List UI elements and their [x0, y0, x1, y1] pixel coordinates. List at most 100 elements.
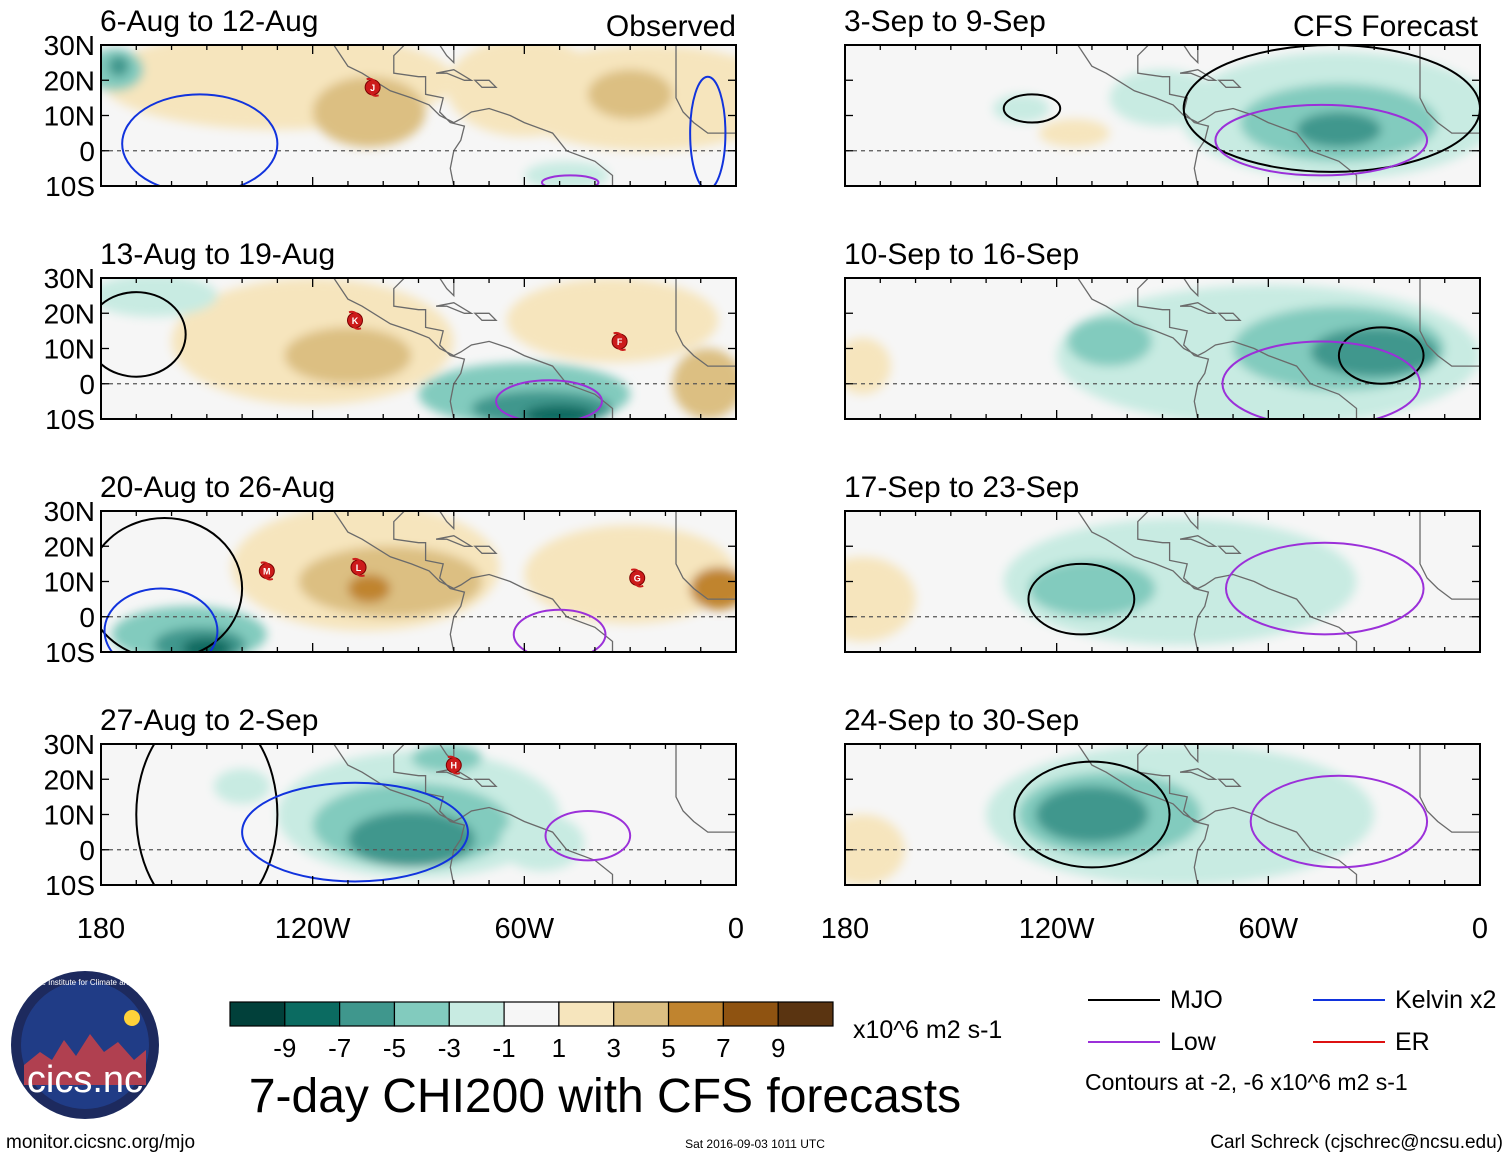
colorbar-label: -9 [273, 1033, 296, 1063]
map-panel: 27-Aug to 2-Sep H 30N 20N 10N 0 10S [44, 704, 737, 901]
author-credit: Carl Schreck (cjschrec@ncsu.edu) [1210, 1132, 1503, 1153]
coastline [473, 778, 498, 787]
panel-title: 3-Sep to 9-Sep [844, 5, 1046, 38]
legend-label: Kelvin x2 [1395, 986, 1496, 1014]
anomaly-field [1109, 69, 1216, 127]
coastline [675, 45, 736, 134]
lon-tick-label: 60W [1239, 913, 1299, 945]
contour-line [1027, 562, 1136, 636]
map-panel: 17-Sep to 23-Sep [844, 471, 1481, 653]
anomaly-field [1067, 316, 1152, 367]
storm-id: M [263, 566, 271, 576]
anomaly-field [690, 567, 736, 610]
coastline [1076, 511, 1358, 652]
lat-tick-label: 30N [44, 30, 95, 61]
lat-tick-label: 10S [45, 171, 95, 202]
contour-line [103, 587, 219, 652]
coastline [473, 545, 498, 554]
panel-title: 10-Sep to 16-Sep [844, 238, 1079, 271]
lat-tick-label: 10N [44, 334, 95, 365]
lat-tick-label: 0 [79, 835, 95, 866]
lat-tick-label: 10S [45, 870, 95, 901]
colorbar-swatch [777, 1001, 834, 1027]
site-url[interactable]: monitor.cicsnc.org/mjo [6, 1132, 195, 1153]
colorbar-label: -7 [328, 1033, 351, 1063]
contour-line [689, 75, 727, 186]
lon-tick-label: 60W [495, 913, 555, 945]
lon-tick-label: 120W [1019, 913, 1095, 945]
lat-tick-label: 20N [44, 298, 95, 329]
colorbar-label: 3 [606, 1033, 620, 1063]
contour-line [1337, 326, 1425, 385]
colorbar-label: 1 [552, 1033, 566, 1063]
contour-line [540, 174, 600, 186]
colorbar-swatch [503, 1001, 560, 1027]
coastline [1419, 45, 1480, 134]
colorbar-swatch [448, 1001, 505, 1027]
lat-tick-label: 0 [79, 602, 95, 633]
lat-tick-label: 0 [79, 369, 95, 400]
coastline [1076, 744, 1358, 885]
anomaly-field [284, 327, 412, 384]
anomaly-field [499, 814, 585, 871]
contour-line [1182, 45, 1480, 173]
panel-title: 13-Aug to 19-Aug [100, 238, 335, 271]
lon-tick-label: 120W [275, 913, 351, 945]
observed-label: Observed [606, 10, 736, 43]
lat-tick-label: 10N [44, 567, 95, 598]
coastline [332, 278, 614, 419]
contour-line [1221, 340, 1421, 419]
anomaly-field [1296, 111, 1382, 148]
lat-tick-label: 10N [44, 101, 95, 132]
lon-tick-label: 0 [1472, 913, 1488, 945]
anomaly-field [845, 337, 891, 395]
coastline [675, 278, 736, 367]
map-panel: 24-Sep to 30-Sep [844, 704, 1481, 886]
contour-line [121, 93, 279, 186]
coastline [675, 744, 736, 833]
colorbar-swatch [558, 1001, 615, 1027]
anomaly-field [312, 76, 426, 148]
coastline [332, 744, 614, 885]
storm-id: H [451, 761, 458, 771]
anomaly-field [347, 810, 475, 868]
lat-tick-label: 10S [45, 404, 95, 435]
coastline [473, 312, 498, 321]
colorbar-label: 5 [661, 1033, 675, 1063]
contour-line [1013, 760, 1171, 869]
anomaly-field [1028, 560, 1156, 617]
figure-title: 7-day CHI200 with CFS forecasts [249, 1070, 961, 1123]
coastline [1419, 511, 1480, 600]
storm-marker: L [350, 557, 367, 577]
anomaly-field [587, 69, 673, 120]
legend-label: ER [1395, 1028, 1430, 1056]
coastline [332, 45, 614, 186]
storm-marker: F [611, 331, 628, 351]
colorbar-label: -1 [493, 1033, 516, 1063]
logo-ring-text: Cooperative Institute for Climate and Sa… [3, 978, 168, 987]
panel-title: 6-Aug to 12-Aug [100, 5, 318, 38]
timestamp: Sat 2016-09-03 1011 UTC [685, 1137, 825, 1151]
coastline [1076, 45, 1358, 186]
coastline [435, 69, 474, 81]
map-panel: 3-Sep to 9-Sep [844, 5, 1481, 187]
anomaly-field [1310, 327, 1438, 377]
map-panel: 6-Aug to 12-Aug J 30N 20N 10N 0 10S [44, 5, 737, 202]
lat-tick-label: 20N [44, 531, 95, 562]
colorbar-swatch [613, 1001, 670, 1027]
lat-tick-label: 20N [44, 764, 95, 795]
contour-line [512, 608, 607, 652]
colorbar-label: -3 [438, 1033, 461, 1063]
colorbar-swatch [229, 1001, 286, 1027]
lat-tick-label: 20N [44, 65, 95, 96]
coastline [332, 511, 614, 652]
coastline [1179, 69, 1218, 81]
anomaly-field [213, 768, 271, 804]
units-label: x10^6 m2 s-1 [853, 1016, 1002, 1044]
forecast-label: CFS Forecast [1293, 10, 1479, 43]
contour-line [544, 809, 632, 862]
lon-tick-label: 0 [728, 913, 744, 945]
contour-line [101, 291, 187, 378]
coastline [435, 302, 474, 314]
